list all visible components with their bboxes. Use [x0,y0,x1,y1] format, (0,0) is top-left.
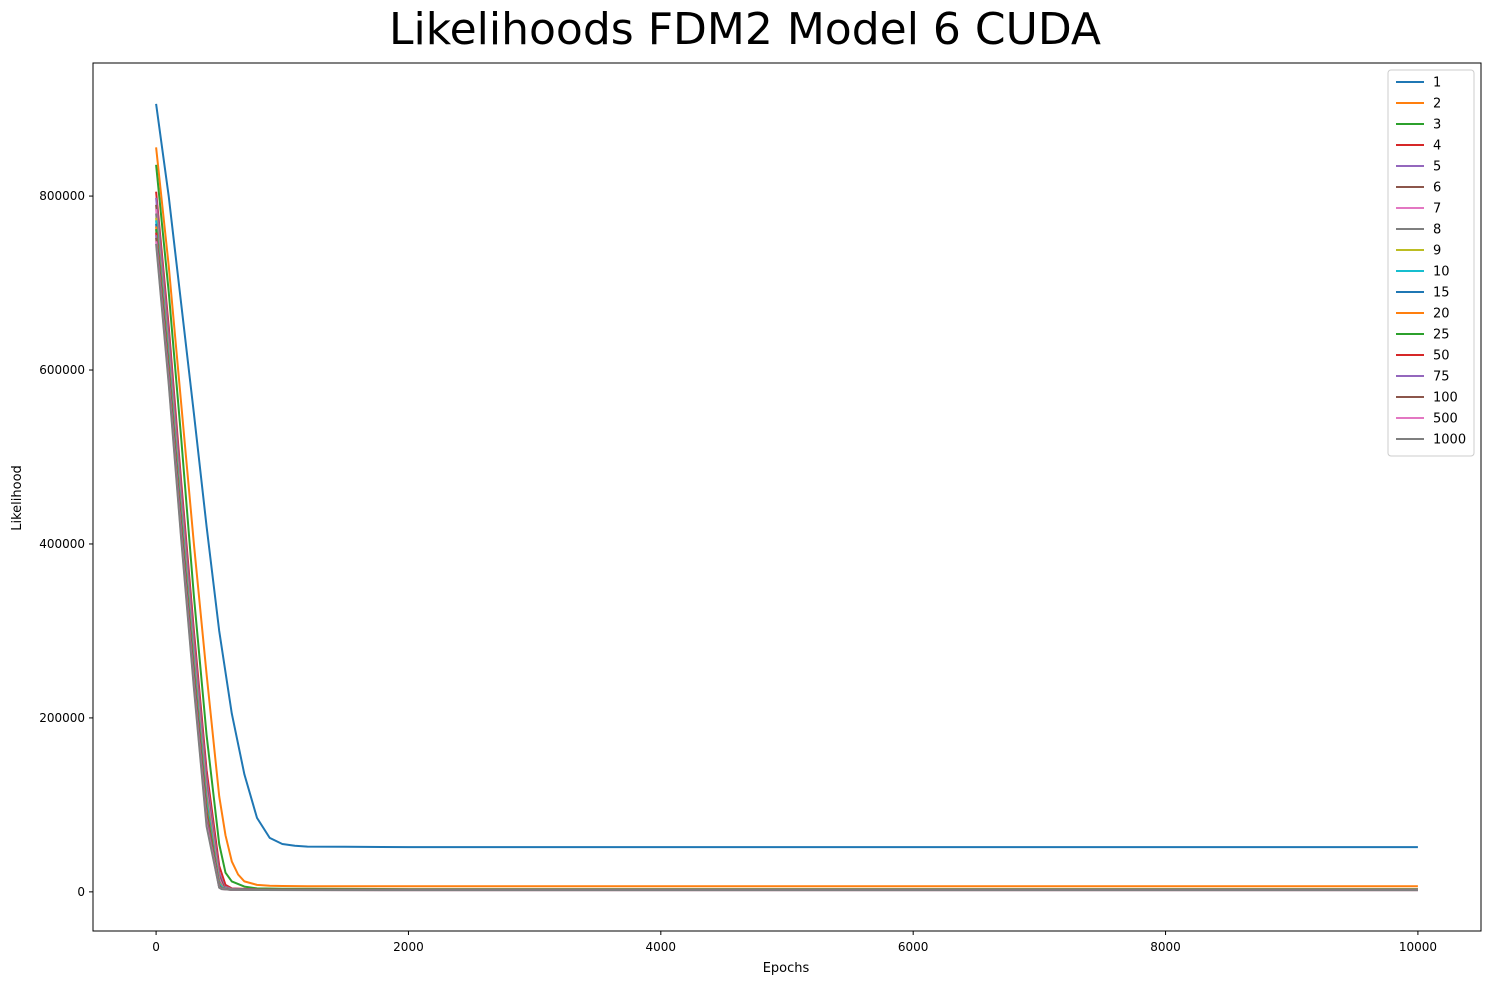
legend-label-75: 75 [1433,370,1450,385]
series-line-15 [155,223,1418,891]
plot-frame [92,62,1482,932]
legend-label-1000: 1000 [1433,433,1466,448]
y-tick-label: 400000 [39,537,85,551]
plot-lines [155,103,1418,892]
legend-label-7: 7 [1433,202,1441,217]
legend-label-6: 6 [1433,181,1441,196]
x-tick-label: 6000 [898,940,929,954]
legend-label-1: 1 [1433,76,1441,91]
series-line-1000 [155,243,1418,892]
series-line-9 [155,217,1418,891]
series-line-4 [155,191,1418,891]
legend-box [1387,69,1475,457]
series-line-25 [155,229,1418,891]
legend-label-8: 8 [1433,223,1441,238]
legend-label-15: 15 [1433,286,1450,301]
y-axis-label: Likelihood [10,465,25,531]
series-line-100 [155,237,1418,892]
legend-label-5: 5 [1433,160,1441,175]
legend-label-4: 4 [1433,139,1441,154]
legend-label-100: 100 [1433,391,1458,406]
series-line-1 [155,103,1418,849]
series-line-3 [155,164,1418,891]
legend-label-9: 9 [1433,244,1441,259]
legend-label-500: 500 [1433,412,1458,427]
series-line-500 [155,241,1418,892]
y-tick-label: 0 [77,885,85,899]
series-line-20 [155,226,1418,891]
series-line-50 [155,232,1418,891]
legend-label-2: 2 [1433,97,1441,112]
series-line-5 [155,197,1418,891]
series-line-2 [155,147,1418,888]
series-line-6 [155,204,1418,891]
legend-label-3: 3 [1433,118,1441,133]
series-line-75 [155,235,1418,891]
series-line-10 [155,220,1418,891]
x-tick-label: 2000 [393,940,424,954]
x-tick-label: 10000 [1399,940,1437,954]
x-axis-label: Epochs [763,961,810,976]
legend: 1 2 3 4 5 6 7 8 9 10 15 20 25 50 75 100 500 1000 [1387,69,1475,457]
y-axis-ticks: 0 200000 400000 600000 800000 [39,189,93,899]
chart-title: Likelihoods FDM2 Model 6 CUDA [389,4,1101,55]
legend-label-20: 20 [1433,307,1450,322]
series-line-7 [155,209,1418,891]
y-tick-label: 600000 [39,363,85,377]
x-axis-ticks: 0 2000 4000 6000 8000 10000 [152,931,1437,954]
y-tick-label: 800000 [39,189,85,203]
series-line-8 [155,213,1418,891]
x-tick-label: 0 [152,940,160,954]
x-tick-label: 8000 [1150,940,1181,954]
legend-label-50: 50 [1433,349,1450,364]
x-tick-label: 4000 [646,940,677,954]
legend-label-10: 10 [1433,265,1450,280]
y-tick-label: 200000 [39,711,85,725]
legend-label-25: 25 [1433,328,1450,343]
